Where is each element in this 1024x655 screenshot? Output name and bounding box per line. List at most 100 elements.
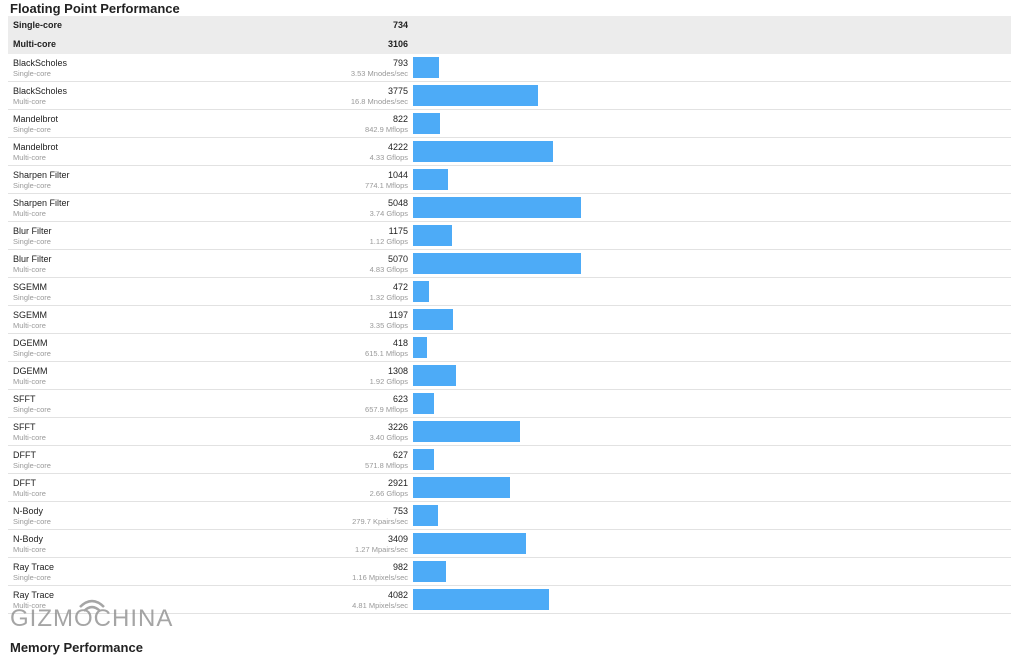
score-bar — [413, 589, 549, 610]
score-bar — [413, 505, 438, 526]
core-label: Multi-core — [13, 265, 46, 274]
core-label: Multi-core — [13, 489, 46, 498]
score-bar — [413, 421, 520, 442]
benchmark-throughput: 16.8 Mnodes/sec — [350, 97, 408, 106]
benchmark-score: 4222 — [387, 142, 408, 152]
bar-track — [413, 141, 1011, 162]
benchmark-score: 3409 — [387, 534, 408, 544]
bar-track — [413, 477, 1011, 498]
summary-label: Single-core — [13, 20, 63, 30]
core-label: Single-core — [13, 349, 51, 358]
table-row: SGEMM Multi-core 1197 3.35 Gflops — [8, 306, 1011, 334]
benchmark-throughput: 1.16 Mpixels/sec — [352, 573, 408, 582]
benchmark-name: BlackScholes — [13, 58, 68, 68]
benchmark-name: Blur Filter — [13, 226, 52, 236]
score-bar — [413, 57, 439, 78]
table-row: Blur Filter Multi-core 5070 4.83 Gflops — [8, 250, 1011, 278]
table-row: Sharpen Filter Multi-core 5048 3.74 Gflops — [8, 194, 1011, 222]
summary-row-multi-core: Multi-core 3106 — [8, 35, 1011, 54]
benchmark-name: DFFT — [13, 478, 36, 488]
bar-track — [413, 365, 1011, 386]
gizmochina-watermark: GIZMOCHINA — [10, 597, 190, 637]
table-row: Blur Filter Single-core 1175 1.12 Gflops — [8, 222, 1011, 250]
benchmark-score: 1308 — [387, 366, 408, 376]
benchmark-score: 5070 — [387, 254, 408, 264]
benchmark-name: SGEMM — [13, 310, 48, 320]
table-row: Mandelbrot Multi-core 4222 4.33 Gflops — [8, 138, 1011, 166]
table-row: Ray Trace Single-core 982 1.16 Mpixels/sec — [8, 558, 1011, 586]
table-row: Ray Trace Multi-core 4082 4.81 Mpixels/sec — [8, 586, 1011, 614]
score-bar — [413, 393, 434, 414]
bar-track — [413, 113, 1011, 134]
core-label: Single-core — [13, 125, 51, 134]
benchmark-name: Blur Filter — [13, 254, 52, 264]
benchmark-name: N-Body — [13, 506, 44, 516]
score-bar — [413, 477, 510, 498]
bar-track — [413, 253, 1011, 274]
next-section-title: Memory Performance — [10, 640, 143, 655]
score-bar — [413, 449, 434, 470]
benchmark-name: SGEMM — [13, 282, 48, 292]
benchmark-score: 5048 — [387, 198, 408, 208]
benchmark-throughput: 774.1 Mflops — [365, 181, 408, 190]
bar-track — [413, 505, 1011, 526]
benchmark-throughput: 1.27 Mpairs/sec — [355, 545, 408, 554]
benchmark-score: 3775 — [387, 86, 408, 96]
core-label: Single-core — [13, 181, 51, 190]
benchmark-name: Sharpen Filter — [13, 170, 70, 180]
table-row: SGEMM Single-core 472 1.32 Gflops — [8, 278, 1011, 306]
benchmark-throughput: 615.1 Mflops — [365, 349, 408, 358]
bar-track — [413, 57, 1011, 78]
bar-track — [413, 85, 1011, 106]
benchmark-name: Mandelbrot — [13, 114, 59, 124]
score-bar — [413, 141, 553, 162]
benchmark-rows: BlackScholes Single-core 793 3.53 Mnodes/se… — [8, 54, 1011, 614]
bar-track — [413, 337, 1011, 358]
core-label: Multi-core — [13, 377, 46, 386]
bar-track — [413, 225, 1011, 246]
table-row: DFFT Multi-core 2921 2.66 Gflops — [8, 474, 1011, 502]
benchmark-name: DGEMM — [13, 338, 48, 348]
score-bar — [413, 365, 456, 386]
benchmark-throughput: 1.12 Gflops — [369, 237, 408, 246]
watermark-text: GIZMOCHINA — [10, 605, 174, 632]
bar-track — [413, 197, 1011, 218]
benchmark-throughput: 4.33 Gflops — [369, 153, 408, 162]
benchmark-name: Sharpen Filter — [13, 198, 70, 208]
bar-track — [413, 449, 1011, 470]
benchmark-score: 623 — [392, 394, 408, 404]
benchmark-throughput: 1.32 Gflops — [369, 293, 408, 302]
benchmark-name: Ray Trace — [13, 590, 55, 600]
core-label: Multi-core — [13, 209, 46, 218]
table-row: N-Body Single-core 753 279.7 Kpairs/sec — [8, 502, 1011, 530]
core-label: Single-core — [13, 69, 51, 78]
benchmark-score: 627 — [392, 450, 408, 460]
score-bar — [413, 169, 448, 190]
benchmark-score: 1197 — [388, 310, 408, 320]
core-label: Single-core — [13, 517, 51, 526]
benchmark-throughput: 1.92 Gflops — [369, 377, 408, 386]
benchmark-throughput: 3.74 Gflops — [369, 209, 408, 218]
benchmark-throughput: 2.66 Gflops — [369, 489, 408, 498]
benchmark-table: Single-core 734 Multi-core 3106 BlackSch… — [8, 16, 1011, 614]
benchmark-throughput: 4.83 Gflops — [369, 265, 408, 274]
bar-track — [413, 281, 1011, 302]
benchmark-score: 2921 — [387, 478, 408, 488]
table-row: BlackScholes Multi-core 3775 16.8 Mnodes/se… — [8, 82, 1011, 110]
summary-label: Multi-core — [13, 39, 57, 49]
benchmark-name: Mandelbrot — [13, 142, 59, 152]
table-row: DFFT Single-core 627 571.8 Mflops — [8, 446, 1011, 474]
benchmark-throughput: 4.81 Mpixels/sec — [352, 601, 408, 610]
section-title: Floating Point Performance — [10, 1, 180, 16]
core-label: Single-core — [13, 293, 51, 302]
benchmark-throughput: 657.9 Mflops — [365, 405, 408, 414]
benchmark-score: 982 — [392, 562, 408, 572]
benchmark-score: 3226 — [387, 422, 408, 432]
score-bar — [413, 533, 526, 554]
summary-score: 734 — [392, 20, 408, 30]
benchmark-score: 4082 — [387, 590, 408, 600]
benchmark-name: DGEMM — [13, 366, 48, 376]
benchmark-score: 418 — [392, 338, 408, 348]
benchmark-throughput: 842.9 Mflops — [365, 125, 408, 134]
score-bar — [413, 85, 538, 106]
